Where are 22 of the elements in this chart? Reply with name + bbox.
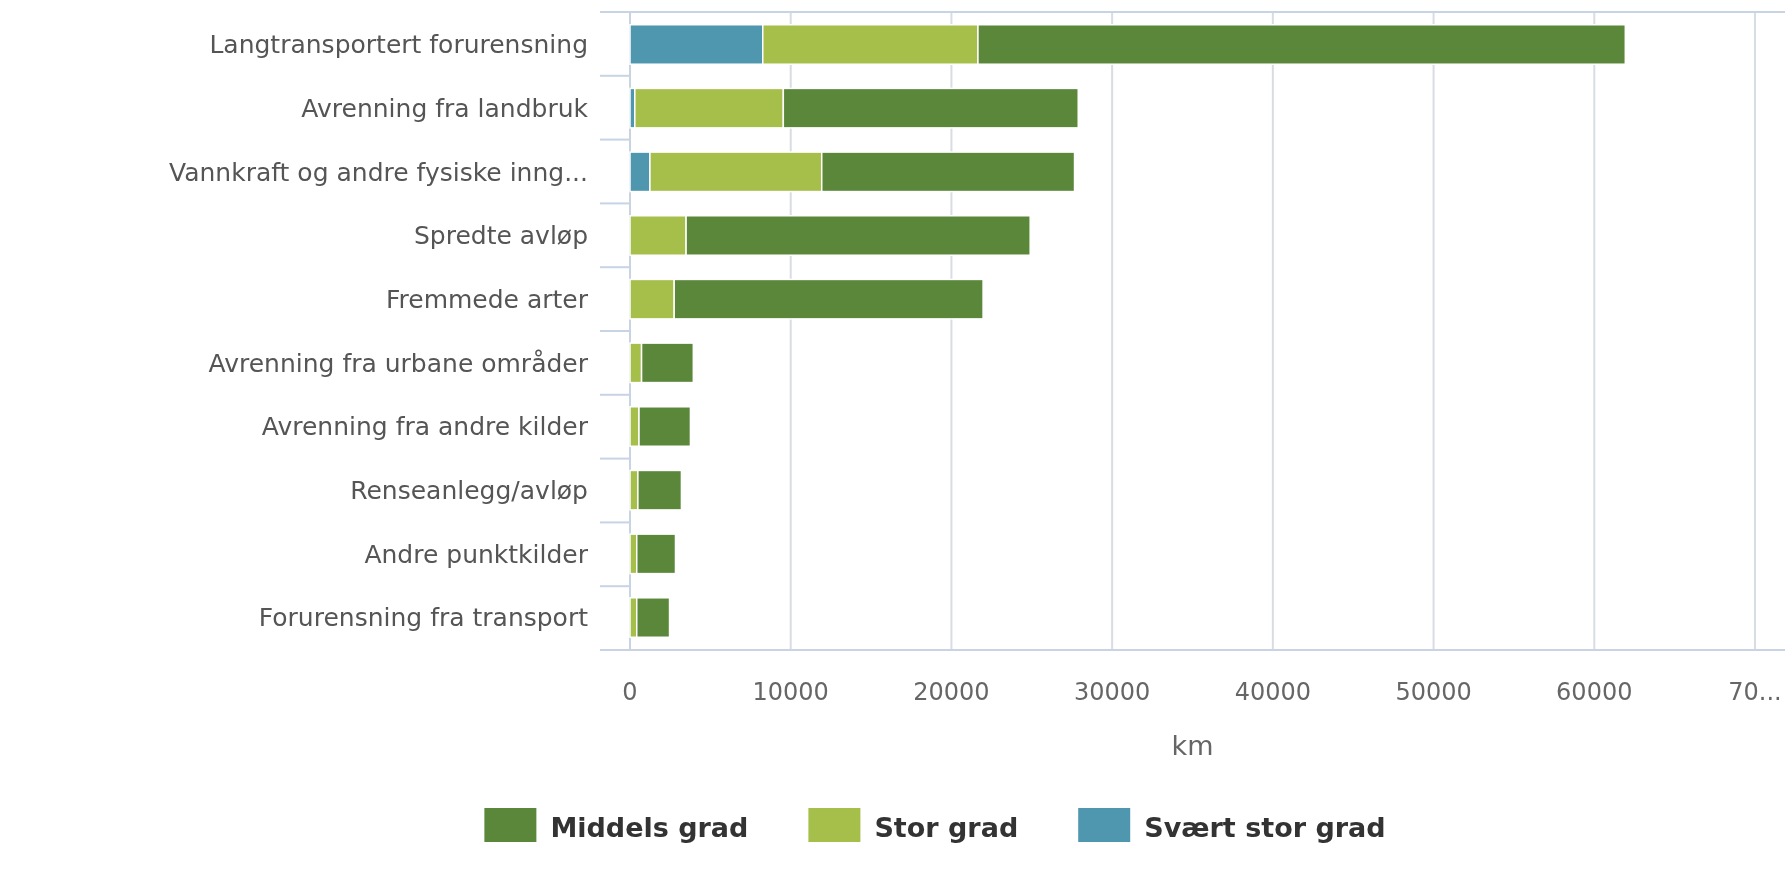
x-tick-label: 70... (1728, 678, 1782, 706)
x-tick-label: 0 (622, 678, 638, 706)
y-tick-label: Avrenning fra urbane områder (208, 348, 589, 378)
y-tick-label: Andre punktkilder (364, 539, 589, 569)
y-tick-label: Langtransportert forurensning (209, 30, 588, 60)
x-tick-label: 30000 (1073, 678, 1151, 706)
y-tick-label: Fremmede arter (385, 284, 589, 314)
legend-label: Svært stor grad (1144, 812, 1386, 843)
x-tick-label: 10000 (752, 678, 829, 706)
x-tick-label: 40000 (1234, 678, 1312, 706)
legend-label: Middels grad (550, 812, 749, 843)
y-tick-label: Forurensning fra transport (258, 603, 589, 633)
legend-label: Stor grad (874, 812, 1019, 843)
y-tick-label: Avrenning fra andre kilder (261, 412, 589, 442)
x-tick-label: 20000 (913, 678, 990, 706)
x-tick-label: 60000 (1556, 678, 1633, 706)
y-tick-label: Vannkraft og andre fysiske inng... (169, 157, 588, 187)
x-tick-label: 50000 (1395, 678, 1472, 706)
y-tick-label: Renseanlegg/avløp (350, 475, 588, 505)
y-tick-label: Avrenning fra landbruk (301, 93, 589, 123)
y-tick-label: Spredte avløp (413, 221, 588, 251)
x-axis-title: km (1171, 730, 1214, 761)
